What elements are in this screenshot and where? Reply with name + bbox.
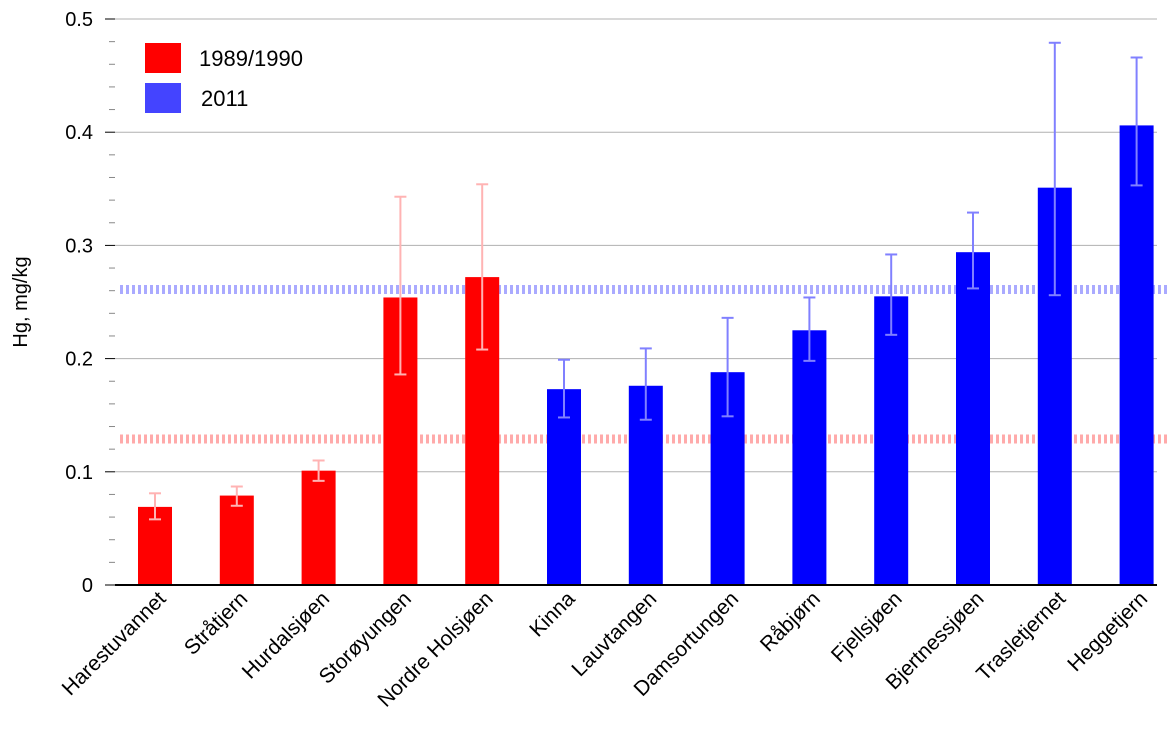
axes [105, 18, 1157, 586]
x-tick-label-ra-bj-rn: Råbjørn [756, 587, 825, 656]
legend: 1989/1990 2011 [145, 43, 303, 113]
y-tick-label-0-1: 0.1 [65, 462, 93, 484]
y-tick-labels: 0 0.1 0.2 0.3 0.4 0.5 [65, 9, 93, 597]
bar-heggetjern [1119, 125, 1154, 586]
y-tick-label-0-5: 0.5 [65, 9, 93, 31]
x-tick-label-harestuvannet: Harestuvannet [58, 587, 171, 700]
y-tick-label-0-2: 0.2 [65, 349, 93, 371]
bar-kinna [547, 389, 581, 585]
error-bars [149, 41, 1143, 521]
y-axis-label: Hg, mg/kg [10, 256, 32, 347]
y-tick-label-0-3: 0.3 [65, 235, 93, 257]
legend-label-1989-1990: 1989/1990 [199, 46, 303, 71]
bar-fjellsj-en [874, 296, 909, 585]
bar-ra-bj-rn [792, 330, 827, 585]
x-tick-labels: Harestuvannet StråtjernHurdalsjøenStorøyu… [58, 587, 1152, 712]
y-tick-label-0: 0 [82, 575, 93, 597]
legend-swatch-1989-1990 [145, 43, 181, 73]
bars [138, 125, 1154, 586]
bar-bjertnessj-en [956, 252, 990, 585]
bar-hurdalsj-en [301, 470, 336, 585]
legend-swatch-2011 [145, 83, 181, 113]
x-tick-label-stra-tjern: Stråtjern [180, 587, 252, 659]
y-tick-label-0-4: 0.4 [65, 122, 93, 144]
x-tick-label-fjellsj-en: Fjellsjøen [827, 587, 907, 667]
x-tick-label-kinna: Kinna [525, 587, 579, 641]
x-tick-label-heggetjern: Heggetjern [1063, 587, 1152, 676]
bar-stra-tjern [219, 495, 254, 585]
legend-label-2011: 2011 [201, 86, 248, 111]
